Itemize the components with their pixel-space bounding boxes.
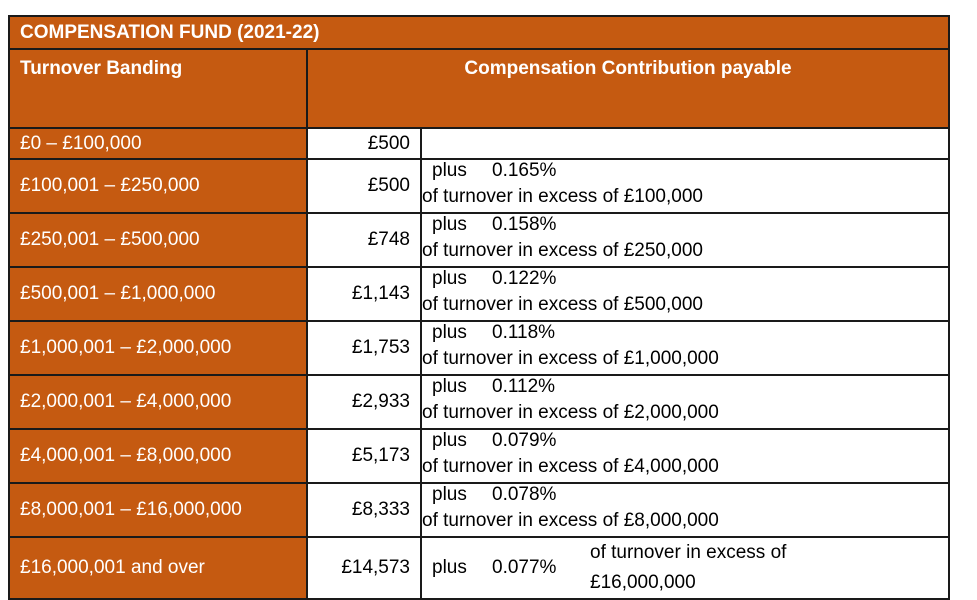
base-contribution: £500 xyxy=(306,127,422,160)
base-contribution: £748 xyxy=(306,212,422,269)
rate-percent: 0.078% xyxy=(492,484,557,506)
rate-percent: 0.079% xyxy=(492,430,557,452)
turnover-band: £500,001 – £1,000,000 xyxy=(8,266,308,323)
table-title-row: COMPENSATION FUND (2021-22) xyxy=(8,15,950,50)
base-contribution: £5,173 xyxy=(306,428,422,485)
base-contribution: £1,753 xyxy=(306,320,422,377)
contribution-detail: plus 0.078% of turnover in excess of £8,00… xyxy=(420,482,950,539)
base-contribution: £2,933 xyxy=(306,374,422,431)
contribution-detail: plus 0.112% of turnover in excess of £2,00… xyxy=(420,374,950,431)
table-row: £1,000,001 – £2,000,000 £1,753 plus 0.118… xyxy=(8,320,950,377)
table-row: £8,000,001 – £16,000,000 £8,333 plus 0.07… xyxy=(8,482,950,539)
rate-percent: 0.112% xyxy=(492,376,556,398)
plus-label: plus xyxy=(432,557,467,579)
table-row: £250,001 – £500,000 £748 plus 0.158% of tu… xyxy=(8,212,950,269)
turnover-band: £2,000,001 – £4,000,000 xyxy=(8,374,308,431)
table-header-row: Turnover Banding Compensation Contributi… xyxy=(8,48,950,129)
turnover-band: £250,001 – £500,000 xyxy=(8,212,308,269)
excess-description: of turnover in excess of £8,000,000 xyxy=(422,510,719,532)
plus-label: plus xyxy=(432,322,467,344)
table-row: £16,000,001 and over £14,573 plus 0.077% o… xyxy=(8,536,950,600)
contribution-header: Compensation Contribution payable xyxy=(306,48,950,129)
turnover-banding-header: Turnover Banding xyxy=(8,48,308,129)
rate-percent: 0.165% xyxy=(492,160,557,181)
contribution-detail: plus 0.165% of turnover in excess of £100,… xyxy=(420,157,950,215)
compensation-fund-table: COMPENSATION FUND (2021-22) Turnover Ban… xyxy=(8,15,950,600)
contribution-detail: plus 0.077% of turnover in excess of £16,0… xyxy=(420,536,950,600)
table-row: £500,001 – £1,000,000 £1,143 plus 0.122% o… xyxy=(8,266,950,323)
rate-percent: 0.118% xyxy=(492,322,556,344)
base-contribution: £14,573 xyxy=(306,536,422,600)
contribution-detail: plus 0.122% of turnover in excess of £500,… xyxy=(420,266,950,323)
table-row: £100,001 – £250,000 £500 plus 0.165% of tu… xyxy=(8,157,950,215)
excess-description: of turnover in excess of £4,000,000 xyxy=(422,456,719,478)
excess-description: of turnover in excess of £100,000 xyxy=(422,186,703,208)
table-title: COMPENSATION FUND (2021-22) xyxy=(8,15,950,50)
base-contribution: £500 xyxy=(306,157,422,215)
table-row: £4,000,001 – £8,000,000 £5,173 plus 0.079… xyxy=(8,428,950,485)
turnover-band: £8,000,001 – £16,000,000 xyxy=(8,482,308,539)
contribution-detail: plus 0.079% of turnover in excess of £4,00… xyxy=(420,428,950,485)
excess-description: of turnover in excess of £500,000 xyxy=(422,294,703,316)
contribution-detail: plus 0.158% of turnover in excess of £250,… xyxy=(420,212,950,269)
turnover-band: £0 – £100,000 xyxy=(8,127,308,160)
table-row: £0 – £100,000 £500 xyxy=(8,127,950,160)
excess-description: of turnover in excess of £250,000 xyxy=(422,240,703,262)
turnover-band: £4,000,001 – £8,000,000 xyxy=(8,428,308,485)
rate-percent: 0.122% xyxy=(492,268,557,290)
turnover-band: £16,000,001 and over xyxy=(8,536,308,600)
rate-percent: 0.158% xyxy=(492,214,557,236)
plus-label: plus xyxy=(432,268,467,290)
base-contribution: £8,333 xyxy=(306,482,422,539)
excess-description: of turnover in excess of £2,000,000 xyxy=(422,402,719,424)
plus-label: plus xyxy=(432,430,467,452)
excess-description: of turnover in excess of £16,000,000 xyxy=(590,542,787,594)
plus-label: plus xyxy=(432,214,467,236)
turnover-band: £100,001 – £250,000 xyxy=(8,157,308,215)
compensation-fund-table-wrapper: COMPENSATION FUND (2021-22) Turnover Ban… xyxy=(8,15,950,600)
turnover-band: £1,000,001 – £2,000,000 xyxy=(8,320,308,377)
rate-percent: 0.077% xyxy=(492,557,557,579)
base-contribution: £1,143 xyxy=(306,266,422,323)
plus-label: plus xyxy=(432,160,467,181)
contribution-detail xyxy=(420,127,950,160)
table-row: £2,000,001 – £4,000,000 £2,933 plus 0.112… xyxy=(8,374,950,431)
contribution-detail: plus 0.118% of turnover in excess of £1,00… xyxy=(420,320,950,377)
plus-label: plus xyxy=(432,484,467,506)
plus-label: plus xyxy=(432,376,467,398)
excess-description: of turnover in excess of £1,000,000 xyxy=(422,348,719,370)
